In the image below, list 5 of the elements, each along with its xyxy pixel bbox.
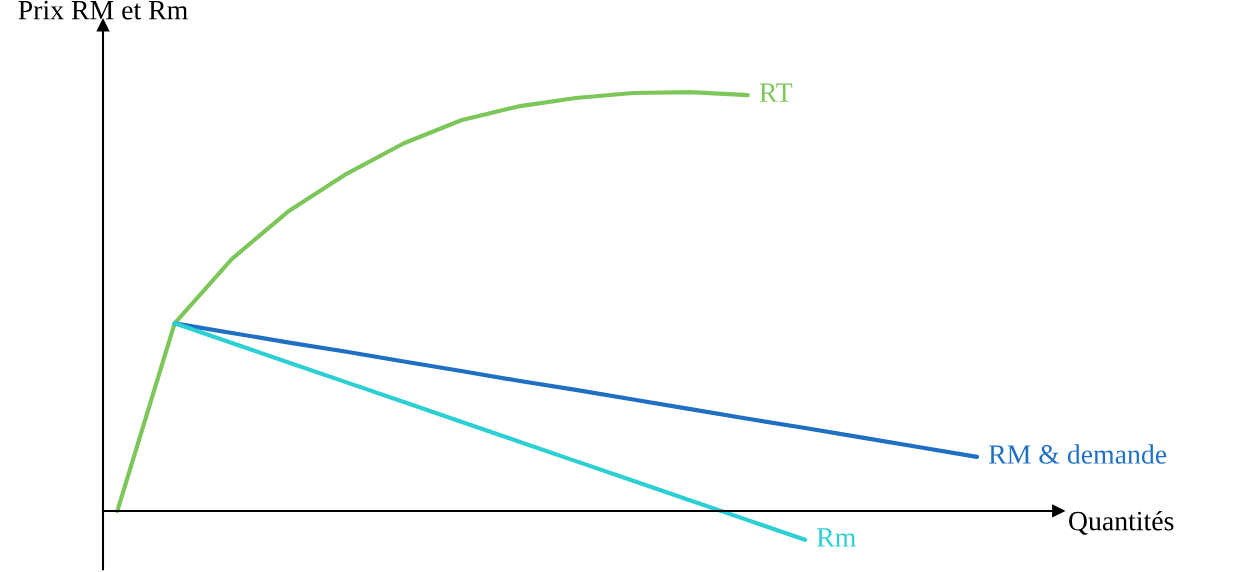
series-label: RM & demande xyxy=(988,444,1167,464)
x-axis-title: Quantités xyxy=(1069,510,1174,535)
series-label: RT xyxy=(759,83,793,102)
series-label: Rm xyxy=(816,528,856,547)
y-axis-title: Prix RM et Rm xyxy=(18,0,188,20)
